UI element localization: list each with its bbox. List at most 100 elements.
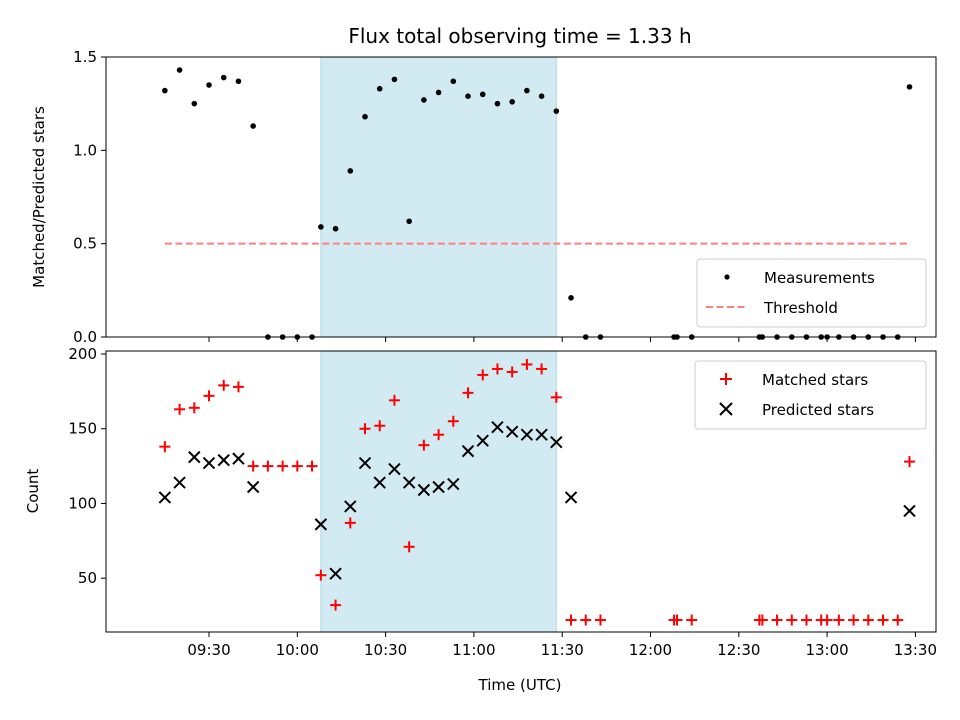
measurement-point [479, 91, 486, 98]
measurement-point [376, 85, 383, 92]
xtick-label: 13:00 [805, 641, 848, 659]
measurement-point [191, 100, 198, 107]
matched-star-point [821, 614, 833, 626]
matched-star-point [786, 614, 798, 626]
measurement-point [362, 113, 368, 120]
predicted-star-point [402, 476, 416, 489]
ratio-ytick-label: 1.0 [73, 141, 97, 159]
predicted-star-point [461, 444, 475, 458]
matched-star-point [306, 460, 318, 472]
matched-star-point [330, 599, 342, 611]
predicted-star-point [217, 453, 230, 467]
predicted-star-point [447, 477, 460, 491]
measurement-point [538, 93, 545, 99]
matched-star-point [686, 614, 698, 626]
predicted-star-point [476, 434, 489, 447]
predicted-star-point [173, 476, 186, 489]
predicted-star-point [564, 491, 578, 504]
count-panel: 09:30 10:00 10:30 11:00 11:30 12:00 12:30 13:00… [24, 345, 937, 694]
legend-matched-label: Matched stars [762, 371, 868, 389]
predicted-star-point [314, 518, 328, 531]
matched-star-point [756, 614, 768, 626]
ratio-legend: Measurements Threshold [696, 258, 927, 328]
count-panel-frame [105, 350, 937, 633]
xtick-label: 09:30 [187, 641, 230, 659]
measurement-point [553, 108, 560, 114]
count-legend: Matched stars Predicted stars [694, 360, 927, 430]
matched-star-point [848, 614, 860, 626]
ratio-panel-ylabel: Matched/Predicted stars [30, 106, 48, 288]
legend-measurements-label: Measurements [764, 269, 875, 287]
measurement-point [494, 100, 501, 107]
ratio-ytick-label: 0.5 [73, 235, 97, 253]
matched-star-point [433, 429, 445, 441]
matched-star-point [550, 391, 562, 403]
predicted-star-point [432, 480, 445, 494]
matched-star-point [477, 369, 489, 381]
measurement-point [332, 225, 339, 232]
matched-star-point [159, 441, 171, 453]
matched-star-point [418, 439, 430, 451]
ratio-panel: 0.0 0.5 1.0 1.5 Matched/Predicted stars Mea… [30, 48, 937, 346]
matched-star-point [247, 460, 259, 472]
measurement-point [318, 224, 324, 230]
measurement-point [421, 97, 427, 103]
predicted-star-point [232, 452, 245, 465]
count-panel-xlabel: Time (UTC) [478, 676, 562, 694]
matched-star-point [877, 614, 889, 626]
count-ytick-label: 150 [68, 420, 97, 438]
observing-window-shade [320, 56, 557, 338]
legend-matched-marker [720, 373, 732, 385]
matched-star-point [403, 541, 415, 553]
matched-star-point [833, 614, 845, 626]
xtick-label: 12:30 [717, 641, 760, 659]
measurement-point [391, 76, 398, 83]
predicted-star-point [329, 567, 342, 580]
matched-star-point [277, 460, 289, 472]
predicted-star-point [535, 428, 548, 441]
xtick-label: 13:30 [894, 641, 937, 659]
matched-star-point [862, 614, 874, 626]
predicted-star-point [505, 425, 519, 438]
matched-star-point [594, 614, 606, 626]
matched-star-point [536, 363, 548, 375]
predicted-star-point [550, 435, 563, 449]
matched-star-point [447, 415, 459, 427]
legend-threshold-label: Threshold [763, 299, 838, 317]
count-ytick-label: 100 [68, 494, 97, 512]
measurement-point [235, 78, 242, 85]
matched-star-point [892, 614, 904, 626]
matched-star-point [291, 460, 303, 472]
predicted-star-point [202, 456, 216, 470]
legend-predicted-marker [719, 402, 733, 416]
measurement-point [406, 218, 412, 225]
matched-star-point [262, 460, 274, 472]
measurement-point [250, 123, 256, 129]
measurement-point [450, 78, 457, 85]
xtick-label: 12:00 [629, 641, 672, 659]
matched-star-point [344, 517, 356, 529]
matched-star-point [188, 402, 200, 414]
matched-star-point [671, 614, 683, 626]
xtick-label: 10:00 [276, 641, 319, 659]
measurement-point [509, 99, 515, 105]
ratio-legend-box [696, 258, 927, 328]
matched-star-point [232, 381, 244, 393]
predicted-star-point [344, 500, 357, 513]
matched-star-point [374, 420, 386, 432]
ratio-ytick-label: 0.0 [73, 328, 97, 346]
measurement-point [220, 74, 227, 81]
predicted-star-point [158, 491, 172, 504]
measurement-point [176, 67, 183, 73]
ratio-panel-frame [105, 56, 937, 338]
count-legend-box [694, 360, 927, 430]
count-ytick-label: 50 [78, 569, 97, 587]
predicted-star-point [417, 483, 431, 497]
measurement-point [524, 87, 530, 94]
xtick-label: 11:00 [452, 641, 495, 659]
measurement-point [435, 89, 442, 96]
measurement-point [906, 84, 913, 90]
count-panel-ylabel: Count [24, 469, 42, 514]
matched-star-point [904, 456, 916, 468]
matched-star-point [521, 358, 533, 370]
